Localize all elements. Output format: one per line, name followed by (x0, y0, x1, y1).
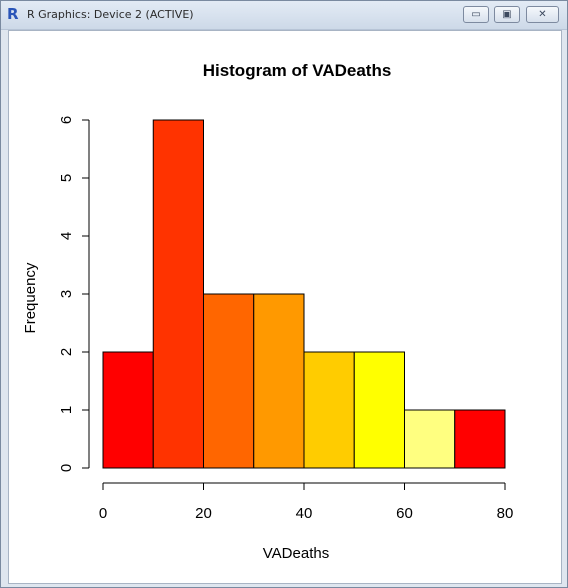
histogram-bar (404, 409, 456, 469)
y-tick-label: 3 (58, 290, 75, 298)
y-tick-label: 5 (58, 174, 75, 182)
plot-area: Histogram of VADeaths VADeaths Frequency… (8, 30, 562, 584)
histogram-bar (152, 119, 204, 469)
close-button[interactable]: ✕ (526, 6, 559, 23)
x-tick-label: 60 (396, 505, 413, 522)
histogram-bar (454, 409, 506, 469)
histogram-bar (253, 293, 305, 469)
x-tick-label: 80 (497, 505, 514, 522)
maximize-icon: ▣ (502, 9, 512, 20)
histogram-bar (203, 293, 255, 469)
y-tick-label: 1 (58, 406, 75, 414)
y-tick-label: 0 (58, 464, 75, 472)
y-tick-label: 2 (58, 348, 75, 356)
r-logo-icon: R (7, 5, 19, 23)
histogram-bar (102, 351, 154, 469)
window-title: R Graphics: Device 2 (ACTIVE) (27, 8, 194, 21)
chart-title: Histogram of VADeaths (203, 61, 392, 80)
maximize-button[interactable]: ▣ (494, 6, 520, 23)
minimize-button[interactable]: ▭ (463, 6, 489, 23)
x-tick-label: 40 (296, 505, 313, 522)
y-tick-label: 4 (58, 232, 75, 240)
minimize-icon: ▭ (471, 9, 481, 20)
x-tick-label: 20 (195, 505, 212, 522)
histogram-bar (353, 351, 405, 469)
histogram-chart: Histogram of VADeaths VADeaths Frequency… (22, 61, 514, 562)
close-icon: ✕ (538, 9, 547, 20)
histogram-bar (303, 351, 355, 469)
x-axis-label: VADeaths (263, 545, 329, 562)
x-axis: 0 20 40 60 80 (99, 482, 514, 522)
y-axis: 0 1 2 3 4 5 6 (58, 116, 90, 472)
y-axis-label: Frequency (22, 262, 39, 333)
y-tick-label: 6 (58, 116, 75, 124)
title-bar[interactable]: R R Graphics: Device 2 (ACTIVE) ▭ ▣ ✕ (1, 1, 567, 30)
x-tick-label: 0 (99, 505, 107, 522)
bars-group (102, 119, 506, 469)
